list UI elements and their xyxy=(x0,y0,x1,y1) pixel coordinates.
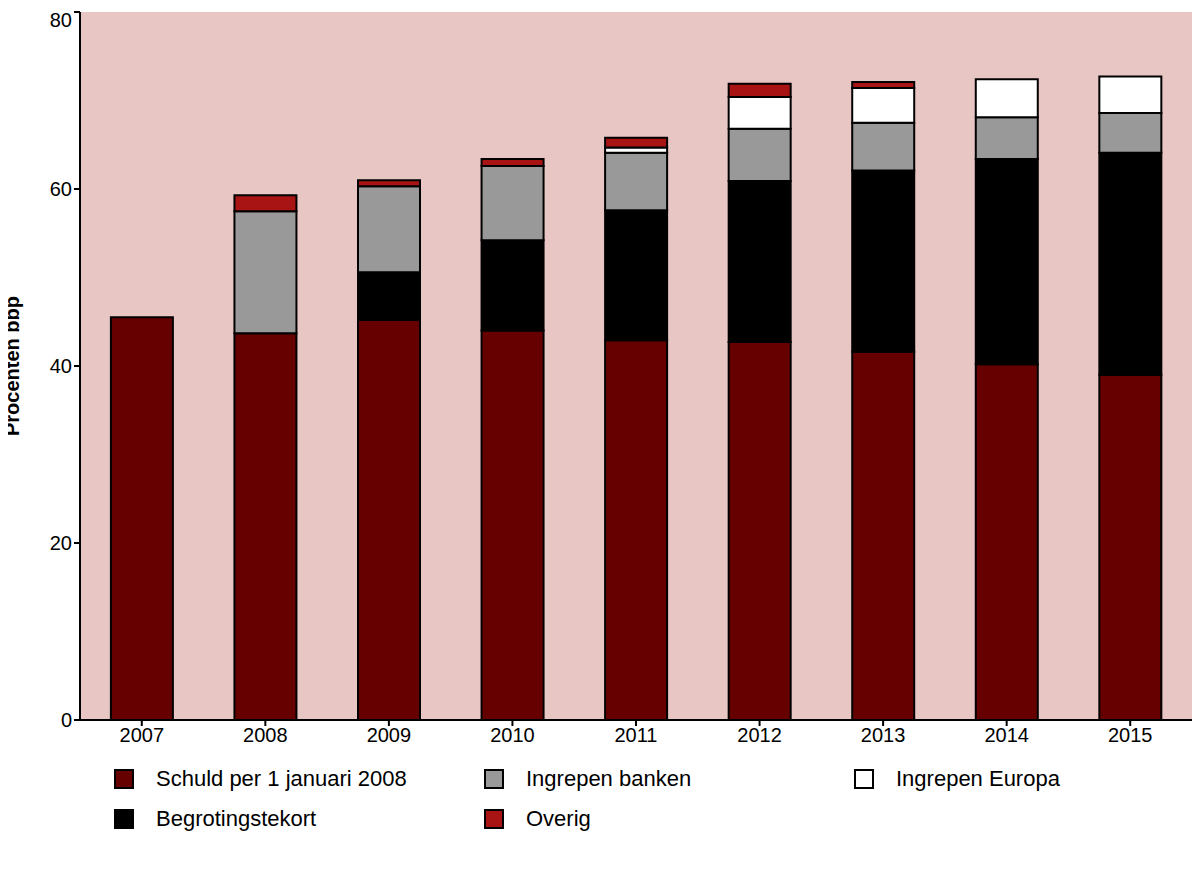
html-text:Ingrepen Europa: Ingrepen Europa xyxy=(896,766,1060,791)
html-text:Ingrepen banken: Ingrepen banken xyxy=(526,766,692,791)
svg-text:2010: 2010 xyxy=(490,724,535,746)
html-text:Overig: Overig xyxy=(526,806,591,831)
svg-text:2012: 2012 xyxy=(737,724,782,746)
svg-text:60: 60 xyxy=(50,178,72,200)
svg-text:2008: 2008 xyxy=(243,724,288,746)
svg-text:2015: 2015 xyxy=(1108,724,1153,746)
svg-text:2007: 2007 xyxy=(120,724,165,746)
svg-text:80: 80 xyxy=(50,9,72,31)
svg-text:20: 20 xyxy=(50,532,72,554)
svg-text:2009: 2009 xyxy=(367,724,412,746)
svg-text:2013: 2013 xyxy=(861,724,906,746)
svg-text:0: 0 xyxy=(61,709,72,731)
svg-text:40: 40 xyxy=(50,355,72,377)
html-text:Begrotingstekort: Begrotingstekort xyxy=(156,806,317,831)
svg-text:Procenten bbp: Procenten bbp xyxy=(8,296,23,436)
svg-text:2014: 2014 xyxy=(984,724,1029,746)
svg-text:2011: 2011 xyxy=(614,724,657,746)
html-text:Schuld per 1 januari 2008: Schuld per 1 januari 2008 xyxy=(156,766,407,791)
